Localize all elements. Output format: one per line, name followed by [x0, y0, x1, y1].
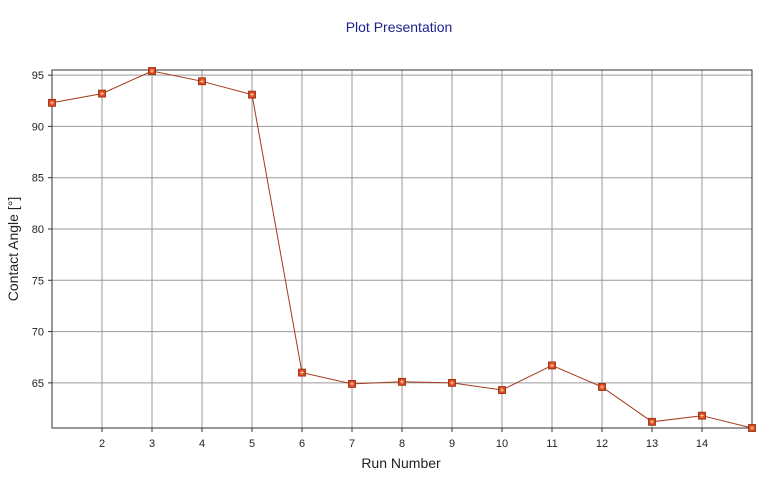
data-point — [248, 90, 256, 99]
data-point — [498, 386, 506, 394]
data-point — [98, 89, 106, 98]
data-point — [648, 417, 656, 426]
x-tick-label: 3 — [149, 438, 155, 450]
x-tick-label: 4 — [199, 438, 205, 450]
data-point — [448, 378, 456, 387]
x-tick-label: 7 — [349, 438, 355, 450]
x-tick-label: 10 — [496, 438, 508, 450]
x-tick-label: 12 — [596, 438, 608, 450]
y-axis-label: Contact Angle [°] — [5, 197, 21, 301]
data-point — [598, 383, 606, 391]
data-point — [748, 424, 756, 432]
y-tick-label: 75 — [32, 275, 44, 287]
data-point — [148, 67, 156, 75]
y-tick-label: 65 — [32, 378, 44, 390]
x-tick-label: 9 — [449, 438, 455, 450]
chart-title: Plot Presentation — [346, 19, 453, 35]
x-tick-label: 5 — [249, 438, 255, 450]
x-axis-label: Run Number — [361, 455, 441, 471]
data-point — [198, 77, 206, 86]
y-tick-label: 85 — [32, 173, 44, 185]
x-tick-label: 14 — [696, 438, 708, 450]
grid — [52, 70, 752, 428]
x-tick-label: 13 — [646, 438, 658, 450]
data-point — [348, 379, 356, 388]
series-markers — [48, 67, 756, 432]
x-ticks: 2 3 4 5 6 7 8 9 10 11 12 13 14 — [99, 428, 708, 450]
data-point — [548, 361, 556, 370]
x-tick-label: 8 — [399, 438, 405, 450]
y-tick-label: 70 — [32, 327, 44, 339]
y-tick-label: 90 — [32, 121, 44, 133]
y-tick-label: 95 — [32, 70, 44, 82]
data-point — [698, 411, 706, 420]
x-tick-label: 6 — [299, 438, 305, 450]
y-tick-label: 80 — [32, 224, 44, 236]
x-tick-label: 2 — [99, 438, 105, 450]
data-point — [48, 98, 56, 107]
x-tick-label: 11 — [546, 438, 557, 450]
y-ticks: 65 70 75 80 85 90 95 — [32, 70, 52, 390]
data-point — [398, 377, 406, 386]
data-point — [298, 368, 306, 377]
